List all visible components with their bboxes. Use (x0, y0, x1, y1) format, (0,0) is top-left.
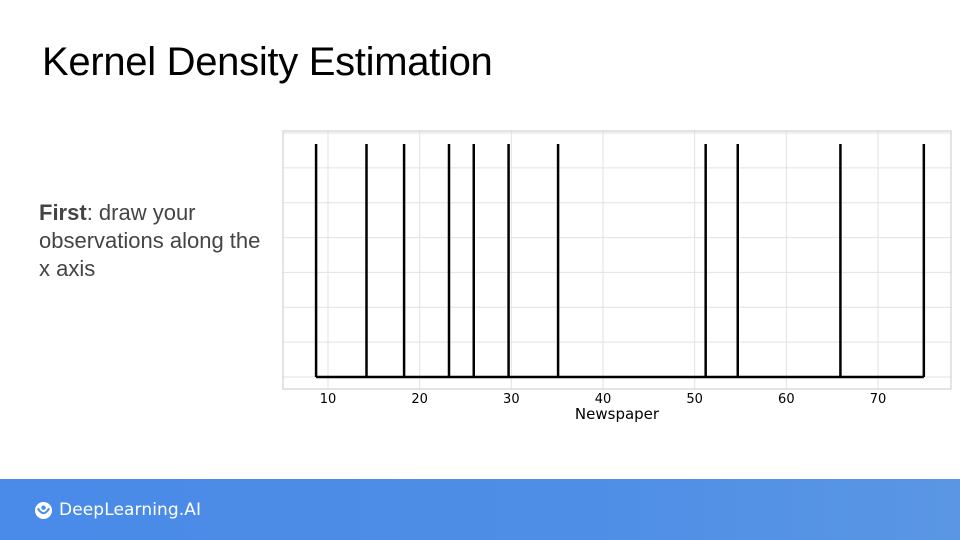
body-bold-text: First (39, 200, 87, 225)
x-tick-label-20: 20 (411, 392, 428, 407)
deeplearning-logo-icon (34, 501, 53, 519)
body-rest-text: : draw your observations along the x axi… (39, 200, 261, 281)
x-tick-label-70: 70 (870, 392, 887, 407)
x-tick-label-10: 10 (320, 392, 337, 407)
plot-frame (282, 130, 952, 390)
footer-bar: DeepLearning.AI (0, 479, 960, 540)
x-tick-labels: 10 20 30 40 50 60 70 (320, 392, 887, 407)
x-axis-label: Newspaper (575, 405, 660, 423)
observation-marks (314, 144, 926, 379)
x-tick-label-60: 60 (778, 392, 795, 407)
x-tick-label-40: 40 (595, 392, 612, 407)
x-tick-label-30: 30 (503, 392, 520, 407)
brand-logo: DeepLearning.AI (34, 499, 201, 521)
brand-name: DeepLearning.AI (59, 500, 202, 520)
grid-lines (283, 131, 951, 389)
rug-plot: 10 20 30 40 50 60 70 Newspaper (282, 130, 952, 423)
slide-title: Kernel Density Estimation (42, 40, 493, 84)
slide-body-text: First: draw your observations along the … (39, 199, 269, 283)
x-tick-label-50: 50 (686, 392, 703, 407)
